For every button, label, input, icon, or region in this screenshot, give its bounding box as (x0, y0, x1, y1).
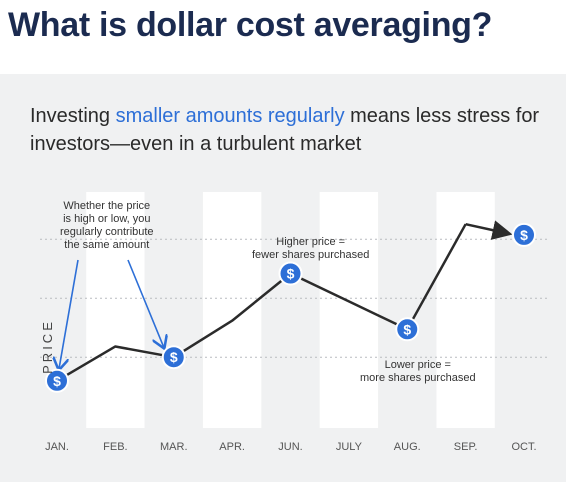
x-tick-label: JUN. (278, 441, 302, 453)
dollar-sign: $ (287, 266, 295, 282)
annotation-line: fewer shares purchased (252, 249, 370, 261)
annotation-arrow (127, 259, 164, 347)
x-tick-label: AUG. (394, 441, 421, 453)
dollar-coin-icon (395, 317, 420, 342)
dollar-sign: $ (403, 321, 411, 337)
x-tick-label: OCT. (511, 441, 536, 453)
x-tick-label: JULY (336, 441, 363, 453)
annotation-line: is high or low, you (63, 213, 151, 225)
dollar-coin-icon (512, 222, 536, 247)
x-tick-label: MAR. (160, 441, 188, 453)
headline-part-1: Investing (30, 105, 116, 127)
column-band (436, 192, 495, 428)
annotation-lower-price: Lower price = more shares purchased (360, 359, 476, 385)
x-tick-label: JAN. (45, 441, 69, 453)
column-band (86, 192, 145, 428)
annotation-line: the same amount (64, 239, 150, 251)
annotation-line: Whether the price (63, 200, 151, 212)
dollar-sign: $ (170, 349, 178, 365)
chart-headline: Investing smaller amounts regularly mean… (30, 102, 550, 158)
x-tick-label: SEP. (454, 441, 478, 453)
dollar-coin-icon (278, 261, 303, 286)
dollar-coin-icon (161, 345, 186, 370)
annotation-higher-price: Higher price = fewer shares purchased (252, 236, 369, 262)
x-tick-label: APR. (219, 441, 245, 453)
annotation-line: regularly contribute (60, 226, 154, 238)
price-line-arrow (465, 220, 513, 240)
chart-panel: $ $ $ $ $ JAN. FEB. MAR. APR. JUN. JULY AUG. SEP. OCT… (0, 74, 566, 482)
line-chart: $ $ $ $ $ JAN. FEB. MAR. APR. JUN. JULY AUG. SEP. OCT… (40, 192, 548, 453)
annotation-arrow (59, 259, 79, 369)
dollar-sign: $ (520, 227, 528, 243)
column-band (202, 192, 262, 428)
headline-accent: smaller amounts regularly (115, 105, 345, 127)
dollar-sign: $ (53, 373, 61, 389)
headline-part-2: means less stress for investors—even in … (30, 105, 540, 155)
dollar-coin-icon (45, 368, 69, 393)
annotation-line: Higher price = (276, 236, 346, 248)
x-tick-label: FEB. (103, 441, 127, 453)
annotation-line: Lower price = (384, 359, 451, 371)
annotation-same-amount: Whether the price is high or low, you re… (60, 200, 154, 252)
y-axis-label: PRICE (39, 319, 55, 374)
page-title: What is dollar cost averaging? (8, 6, 493, 44)
annotation-line: more shares purchased (360, 372, 476, 384)
